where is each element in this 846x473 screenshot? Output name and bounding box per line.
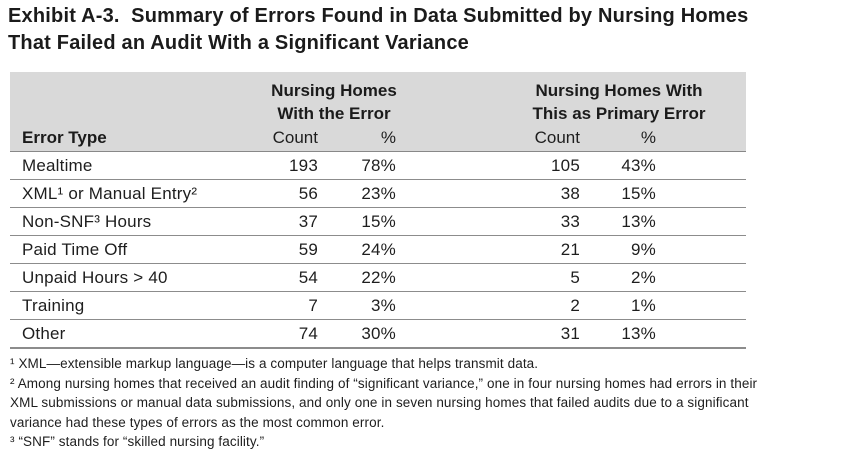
cell-primary-count: 2 xyxy=(570,296,580,315)
column-header-count-2: Count xyxy=(534,128,580,147)
table-row: XML¹ or Manual Entry² 56 23% 38 15% xyxy=(10,180,746,208)
column-header-spacer xyxy=(658,126,746,150)
cell-count: 37 xyxy=(298,212,318,231)
cell-error-type: XML¹ or Manual Entry² xyxy=(22,184,198,203)
table-row: Training 7 3% 2 1% xyxy=(10,292,746,320)
cell-primary-pct: 13% xyxy=(621,324,656,343)
cell-percent: 3% xyxy=(371,296,396,315)
cell-primary-pct: 1% xyxy=(631,296,656,315)
cell-primary-pct: 2% xyxy=(631,268,656,287)
page-title: Exhibit A-3. Summary of Errors Found in … xyxy=(8,3,846,57)
report-page: Exhibit A-3. Summary of Errors Found in … xyxy=(0,3,846,473)
cell-primary-count: 33 xyxy=(560,212,580,231)
cell-primary-count: 21 xyxy=(560,240,580,259)
column-header-count-1: Count xyxy=(272,128,318,147)
cell-primary-count: 31 xyxy=(560,324,580,343)
cell-primary-count: 5 xyxy=(570,268,580,287)
page-title-line-1: Exhibit A-3. Summary of Errors Found in … xyxy=(8,5,749,27)
footnotes: ¹ XML—extensible markup language—is a co… xyxy=(10,354,768,452)
cell-percent: 30% xyxy=(361,324,396,343)
table-row: Mealtime 193 78% 105 43% xyxy=(10,152,746,180)
footnote-2: ² Among nursing homes that received an a… xyxy=(10,375,758,430)
column-header-error-type: Error Type xyxy=(22,128,107,147)
cell-primary-pct: 9% xyxy=(631,240,656,259)
table-row: Other 74 30% 31 13% xyxy=(10,320,746,349)
cell-primary-pct: 13% xyxy=(621,212,656,231)
cell-error-type: Unpaid Hours > 40 xyxy=(22,268,168,287)
cell-count: 7 xyxy=(308,296,318,315)
cell-primary-pct: 15% xyxy=(621,184,656,203)
cell-percent: 15% xyxy=(361,212,396,231)
cell-error-type: Training xyxy=(22,296,85,315)
cell-percent: 22% xyxy=(361,268,396,287)
footnote-3: ³ “SNF” stands for “skilled nursing faci… xyxy=(10,434,265,449)
cell-error-type: Paid Time Off xyxy=(22,240,128,259)
cell-error-type: Mealtime xyxy=(22,156,93,175)
cell-count: 74 xyxy=(298,324,318,343)
cell-primary-pct: 43% xyxy=(621,156,656,175)
cell-percent: 24% xyxy=(361,240,396,259)
group-header-with-error: Nursing Homes With the Error xyxy=(271,81,397,123)
cell-error-type: Other xyxy=(22,324,66,343)
footnote-1: ¹ XML—extensible markup language—is a co… xyxy=(10,356,539,371)
cell-count: 193 xyxy=(289,156,318,175)
table-body: Mealtime 193 78% 105 43% XML¹ or Manual … xyxy=(10,152,746,349)
page-title-line-2: That Failed an Audit With a Significant … xyxy=(8,32,469,54)
table-row: Non-SNF³ Hours 37 15% 33 13% xyxy=(10,208,746,236)
cell-percent: 23% xyxy=(361,184,396,203)
error-summary-table: Nursing Homes With the Error Nursing Hom… xyxy=(10,72,746,349)
cell-percent: 78% xyxy=(361,156,396,175)
cell-count: 54 xyxy=(298,268,318,287)
cell-count: 56 xyxy=(298,184,318,203)
cell-primary-count: 38 xyxy=(560,184,580,203)
column-header-percent-2: % xyxy=(640,128,656,147)
table-row: Unpaid Hours > 40 54 22% 5 2% xyxy=(10,264,746,292)
group-header-primary-error: Nursing Homes With This as Primary Error xyxy=(532,81,706,123)
cell-count: 59 xyxy=(298,240,318,259)
table-header: Nursing Homes With the Error Nursing Hom… xyxy=(10,72,746,152)
cell-primary-count: 105 xyxy=(551,156,580,175)
column-header-percent-1: % xyxy=(380,128,396,147)
table-row: Paid Time Off 59 24% 21 9% xyxy=(10,236,746,264)
cell-error-type: Non-SNF³ Hours xyxy=(22,212,152,231)
column-header-row: Error Type Count % Count % xyxy=(10,126,746,150)
